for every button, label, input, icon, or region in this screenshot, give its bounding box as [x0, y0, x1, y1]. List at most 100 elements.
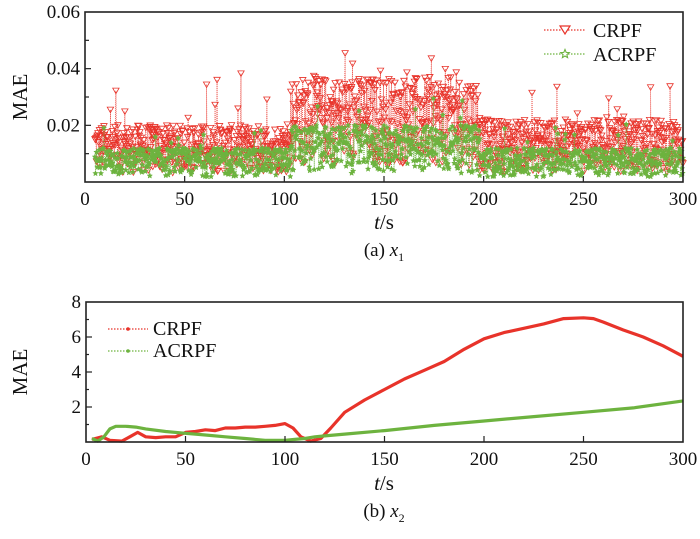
- data-point: [105, 145, 114, 153]
- data-point: [385, 76, 393, 83]
- data-point: [640, 162, 647, 170]
- data-point: [639, 120, 648, 128]
- data-point: [487, 118, 496, 126]
- data-point: [674, 127, 682, 135]
- panel-a-plot-area: [91, 50, 687, 180]
- data-point: [200, 131, 207, 138]
- data-point: [554, 130, 562, 137]
- data-point: [344, 121, 352, 129]
- data-point: [645, 116, 654, 124]
- panel-a-caption-prefix: (a): [364, 240, 390, 261]
- data-point: [581, 127, 590, 134]
- data-point: [466, 88, 475, 95]
- data-point: [582, 137, 591, 145]
- legend-b-crpf-label: CRPF: [153, 318, 202, 340]
- data-point: [552, 148, 560, 156]
- series-line-crpf: [91, 316, 684, 443]
- legend-b-crpf-marker-icon: [126, 327, 130, 331]
- x-tick-label: 50: [176, 449, 195, 470]
- data-point: [245, 130, 254, 138]
- data-point: [238, 146, 246, 153]
- data-point: [255, 157, 263, 165]
- data-point: [143, 124, 152, 132]
- data-point: [206, 124, 215, 132]
- y-tick-label: 8: [72, 292, 82, 313]
- data-point: [530, 144, 537, 151]
- data-point: [322, 108, 331, 116]
- panel-a-legend: CRPF ACRPF: [544, 20, 656, 66]
- data-point: [280, 135, 289, 143]
- data-point: [506, 123, 515, 131]
- x-tick-label: 150: [370, 449, 399, 470]
- y-tick-label: 0.06: [47, 2, 80, 23]
- data-point: [335, 123, 342, 130]
- data-point: [670, 148, 678, 155]
- data-point: [559, 124, 568, 132]
- data-point: [528, 89, 536, 97]
- data-point: [292, 123, 300, 130]
- data-point: [587, 121, 596, 129]
- data-point: [262, 126, 270, 134]
- x-tick-label: 250: [569, 189, 598, 210]
- data-point: [439, 111, 447, 118]
- data-point: [489, 129, 498, 137]
- data-point: [362, 122, 369, 129]
- data-point: [100, 123, 108, 130]
- data-point: [416, 104, 425, 112]
- data-point: [416, 156, 423, 163]
- data-point: [600, 145, 609, 152]
- data-point: [406, 85, 415, 93]
- data-point: [364, 133, 371, 140]
- data-point: [280, 132, 289, 140]
- panel-a-ylabel: MAE: [8, 74, 32, 121]
- data-point: [107, 147, 114, 155]
- data-point: [342, 86, 351, 94]
- data-point: [391, 79, 399, 87]
- data-point: [437, 129, 445, 136]
- legend-a-acrpf-marker-icon: [559, 48, 571, 59]
- data-point: [298, 77, 307, 84]
- data-point: [459, 91, 468, 99]
- data-point: [355, 76, 363, 83]
- data-point: [279, 128, 288, 136]
- data-point: [237, 70, 245, 78]
- data-point: [400, 127, 407, 134]
- data-point: [387, 77, 396, 85]
- panel-b-xlabel-var: t: [374, 471, 381, 495]
- data-point: [167, 139, 175, 146]
- data-point: [513, 144, 521, 151]
- data-point: [446, 125, 454, 133]
- data-point: [114, 135, 123, 143]
- panel-b-caption-prefix: (b): [363, 501, 390, 522]
- data-point: [622, 120, 630, 128]
- data-point: [502, 139, 510, 146]
- data-point: [202, 81, 211, 89]
- data-point: [458, 97, 466, 104]
- data-point: [132, 143, 141, 151]
- data-point: [353, 123, 360, 130]
- data-point: [678, 165, 686, 172]
- data-point: [389, 141, 396, 148]
- data-point: [519, 130, 527, 138]
- data-point: [314, 102, 322, 110]
- data-point: [501, 121, 510, 129]
- data-point: [670, 122, 679, 130]
- data-point: [197, 145, 205, 152]
- data-point: [451, 126, 459, 133]
- data-point: [418, 120, 427, 128]
- data-point: [609, 128, 618, 136]
- data-point: [331, 80, 340, 87]
- data-point: [495, 145, 502, 152]
- x-tick-label: 100: [271, 449, 300, 470]
- data-point: [654, 124, 662, 132]
- data-point: [572, 146, 579, 153]
- data-point: [137, 160, 146, 168]
- y-tick-label: 4: [72, 362, 82, 383]
- data-point: [673, 124, 681, 131]
- data-point: [415, 98, 424, 106]
- data-point: [368, 132, 376, 139]
- data-point: [476, 135, 483, 142]
- panel-a-xlabel: t/s: [374, 210, 394, 234]
- data-point: [372, 77, 381, 85]
- data-point: [650, 118, 659, 126]
